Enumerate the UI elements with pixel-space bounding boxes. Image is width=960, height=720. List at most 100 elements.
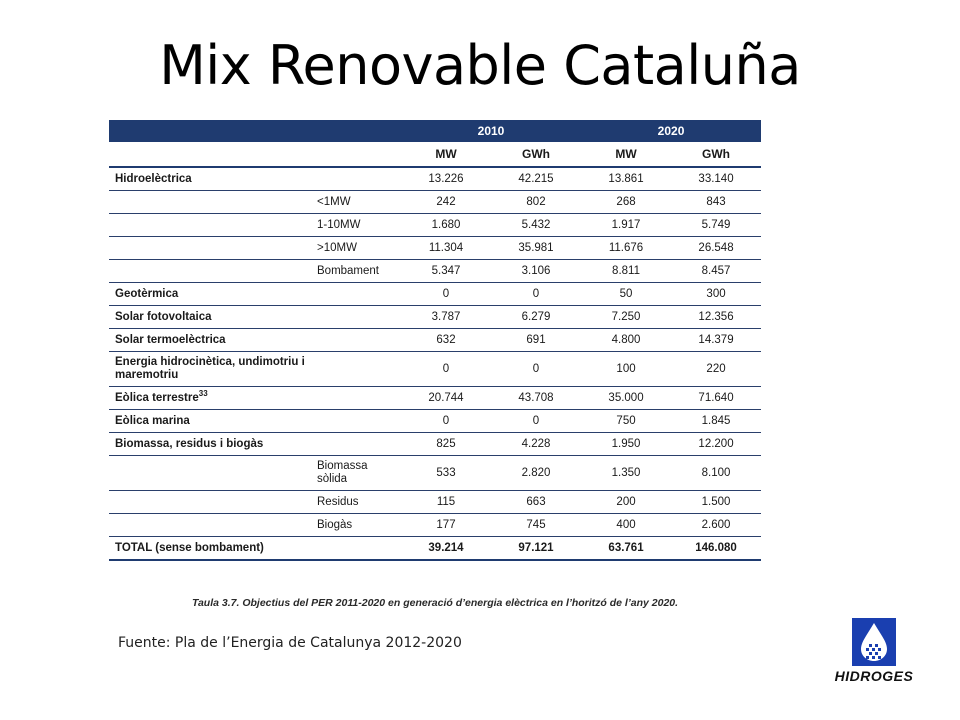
unit-header: MW <box>401 142 491 168</box>
table-cell: 3.106 <box>491 259 582 283</box>
table-cell: 13.226 <box>401 167 491 191</box>
table-cell: 177 <box>401 513 491 537</box>
row-category-label: Biomassa, residus i biogàs <box>115 438 264 450</box>
row-subcategory: >10MW <box>313 236 401 260</box>
footnote-marker: 33 <box>198 389 208 399</box>
table-cell: 0 <box>401 282 491 306</box>
table-cell: 50 <box>581 282 672 306</box>
row-category-label: Geotèrmica <box>115 288 179 300</box>
year-header-2010: 2010 <box>401 120 582 142</box>
table-row: Energia hidrocinètica, undimotriu i mare… <box>109 351 762 387</box>
table-cell: 268 <box>581 190 672 214</box>
table-cell: 8.457 <box>671 259 762 283</box>
table-row: Residus 115 663 200 1.500 <box>109 490 762 514</box>
row-category-label: Eòlica terrestre <box>115 392 199 404</box>
table-row: Bombament 5.347 3.106 8.811 8.457 <box>109 259 762 283</box>
table-row: Biomassa, residus i biogàs 825 4.228 1.950 1… <box>109 432 762 456</box>
header-blank <box>109 142 401 168</box>
table-row: >10MW 11.304 35.981 11.676 26.548 <box>109 236 762 260</box>
table-cell: 533 <box>401 455 491 491</box>
table-cell: 8.100 <box>671 455 762 491</box>
table-row: Geotèrmica 0 0 50 300 <box>109 282 762 306</box>
table-cell: 802 <box>491 190 582 214</box>
table-cell: 242 <box>401 190 491 214</box>
row-category-label: TOTAL (sense bombament) <box>115 542 264 554</box>
table-cell: 5.347 <box>401 259 491 283</box>
row-category-label: Solar fotovoltaica <box>115 311 212 323</box>
unit-header-row: MW GWh MW GWh <box>109 142 762 168</box>
table-cell: 2.820 <box>491 455 582 491</box>
row-subcategory <box>313 409 401 433</box>
table-cell: 11.676 <box>581 236 672 260</box>
row-subcategory: <1MW <box>313 190 401 214</box>
table-cell: 11.304 <box>401 236 491 260</box>
table-cell: 14.379 <box>671 328 762 352</box>
row-category-label: Hidroelèctrica <box>115 173 192 185</box>
table-cell: 843 <box>671 190 762 214</box>
row-category: Solar fotovoltaica <box>109 305 313 329</box>
table-cell: 691 <box>491 328 582 352</box>
table-cell: 35.981 <box>491 236 582 260</box>
table-cell: 63.761 <box>581 536 672 561</box>
table-cell: 0 <box>401 409 491 433</box>
row-category: Biomassa, residus i biogàs <box>109 432 313 456</box>
table-cell: 632 <box>401 328 491 352</box>
table-cell: 3.787 <box>401 305 491 329</box>
table-cell: 35.000 <box>581 386 672 410</box>
row-category <box>109 490 313 514</box>
row-subcategory: Residus <box>313 490 401 514</box>
table-cell: 20.744 <box>401 386 491 410</box>
table-cell: 71.640 <box>671 386 762 410</box>
table-row: Solar fotovoltaica 3.787 6.279 7.250 12.356 <box>109 305 762 329</box>
row-subcategory <box>313 351 401 387</box>
table-cell: 400 <box>581 513 672 537</box>
row-subcategory: Biomassa sòlida <box>313 455 401 491</box>
row-subcategory <box>313 282 401 306</box>
row-category-label: Eòlica marina <box>115 415 190 427</box>
table-cell: 2.600 <box>671 513 762 537</box>
table-cell: 0 <box>491 351 582 387</box>
row-subcategory: Biogàs <box>313 513 401 537</box>
row-category: Eòlica marina <box>109 409 313 433</box>
slide-title: Mix Renovable Cataluña <box>159 34 801 97</box>
row-category: Geotèrmica <box>109 282 313 306</box>
table-row: <1MW 242 802 268 843 <box>109 190 762 214</box>
unit-header: MW <box>581 142 672 168</box>
table-cell: 220 <box>671 351 762 387</box>
renewable-mix-table: 2010 2020 MW GWh MW GWh Hidroelèctrica 13… <box>109 120 762 561</box>
table-cell: 1.950 <box>581 432 672 456</box>
table-cell: 4.228 <box>491 432 582 456</box>
row-category: Solar termoelèctrica <box>109 328 313 352</box>
table-cell: 1.500 <box>671 490 762 514</box>
table-cell: 39.214 <box>401 536 491 561</box>
table-cell: 5.432 <box>491 213 582 237</box>
unit-header: GWh <box>491 142 582 168</box>
table-cell: 300 <box>671 282 762 306</box>
table-cell: 42.215 <box>491 167 582 191</box>
row-subcategory <box>313 328 401 352</box>
table-cell: 1.350 <box>581 455 672 491</box>
hidroges-logo: HIDROGES <box>818 618 930 688</box>
source-note: Fuente: Pla de l’Energia de Catalunya 20… <box>118 635 462 651</box>
row-category-label: Solar termoelèctrica <box>115 334 226 346</box>
table-cell: 0 <box>401 351 491 387</box>
row-category <box>109 259 313 283</box>
table-cell: 825 <box>401 432 491 456</box>
year-header-2020: 2020 <box>581 120 762 142</box>
table-row: 1-10MW 1.680 5.432 1.917 5.749 <box>109 213 762 237</box>
table-cell: 4.800 <box>581 328 672 352</box>
table-cell: 33.140 <box>671 167 762 191</box>
unit-header: GWh <box>671 142 762 168</box>
table-cell: 750 <box>581 409 672 433</box>
table-caption: Taula 3.7. Objectius del PER 2011-2020 e… <box>191 597 679 609</box>
table-cell: 12.356 <box>671 305 762 329</box>
table-cell: 115 <box>401 490 491 514</box>
table-row: Solar termoelèctrica 632 691 4.800 14.379 <box>109 328 762 352</box>
row-category: Energia hidrocinètica, undimotriu i mare… <box>109 351 313 387</box>
header-blank <box>109 120 401 142</box>
table-cell: 12.200 <box>671 432 762 456</box>
table-cell: 43.708 <box>491 386 582 410</box>
row-category: TOTAL (sense bombament) <box>109 536 313 561</box>
table-row: Eòlica terrestre33 20.744 43.708 35.000 71.6… <box>109 386 762 410</box>
table-row: Hidroelèctrica 13.226 42.215 13.861 33.140 <box>109 167 762 191</box>
